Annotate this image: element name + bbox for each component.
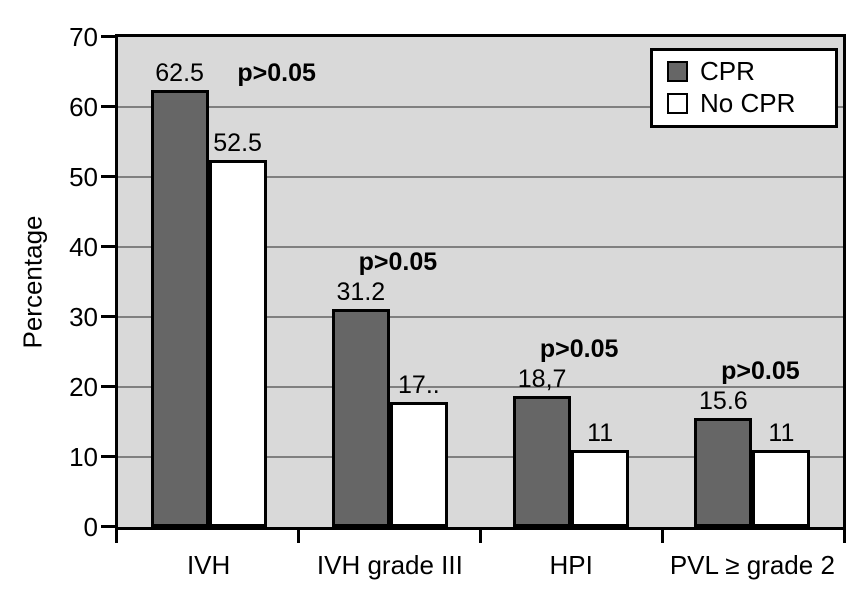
y-tick [101,385,115,388]
x-tick [843,527,846,543]
plot-area: CPR No CPR 62.5 52.5 p>0.05 31.2 17.. p>0.05 18… [115,34,846,530]
legend-swatch-cpr [667,60,688,82]
gridline [118,316,843,318]
y-tick [101,315,115,318]
bar-no-cpr-ivh-grade-iii [389,402,448,527]
p-value-annotation: p>0.05 [539,335,619,364]
bar-value-label: 62.5 [155,58,204,87]
y-tick [101,525,115,528]
bar-cpr-ivh-grade-iii [331,308,390,527]
p-value-annotation: p>0.05 [358,247,438,276]
p-value-annotation: p>0.05 [237,58,316,87]
y-tick-label: 0 [83,512,98,542]
y-tick-label: 30 [69,302,98,332]
x-axis-category-label-ivh: IVH [186,550,231,580]
y-tick-label: 10 [69,442,98,472]
x-axis-category-label-hpi: HPI [549,550,593,580]
y-tick [101,245,115,248]
x-axis-category-label-ivh-grade-iii: IVH grade III [316,550,463,580]
legend-swatch-no-cpr [667,92,688,114]
x-axis-category-label-pvl-grade-2: PVL ≥ grade 2 [669,550,835,580]
y-tick [101,105,115,108]
bar-cpr-hpi [513,396,572,527]
y-tick-label: 50 [69,162,98,192]
x-tick [297,527,300,543]
gridline [118,176,843,178]
bar-value-label: 18,7 [517,365,567,394]
gridline [118,246,843,248]
y-tick [101,455,115,458]
bar-cpr-pvl-grade-2 [694,417,753,527]
bar-no-cpr-hpi [571,450,630,527]
y-tick-label: 40 [69,232,98,262]
legend-item-no-cpr: No CPR [667,88,821,118]
legend: CPR No CPR [650,48,838,128]
x-tick [479,527,482,543]
bar-value-label: 52.5 [213,128,262,157]
y-tick [101,175,115,178]
bar-value-label: 11 [587,419,614,447]
gridline [118,456,843,458]
legend-label-cpr: CPR [700,56,755,86]
gridline [118,386,843,388]
bar-value-label: 31.2 [336,277,386,306]
x-tick [115,527,118,543]
x-tick [661,527,664,543]
bar-value-label: 17.. [398,371,440,400]
p-value-annotation: p>0.05 [721,356,800,385]
gridline [118,106,843,108]
bar-no-cpr-pvl-grade-2 [752,450,811,527]
legend-label-no-cpr: No CPR [700,88,796,118]
bar-value-label: 11 [768,419,795,447]
bar-cpr-ivh [150,89,209,527]
legend-item-cpr: CPR [667,56,821,86]
y-tick-label: 20 [69,372,98,402]
bar-value-label: 15.6 [699,386,748,415]
bar-no-cpr-ivh [208,159,267,527]
y-tick [101,35,115,38]
y-tick-label: 60 [69,92,98,122]
y-tick-label: 70 [69,22,98,52]
